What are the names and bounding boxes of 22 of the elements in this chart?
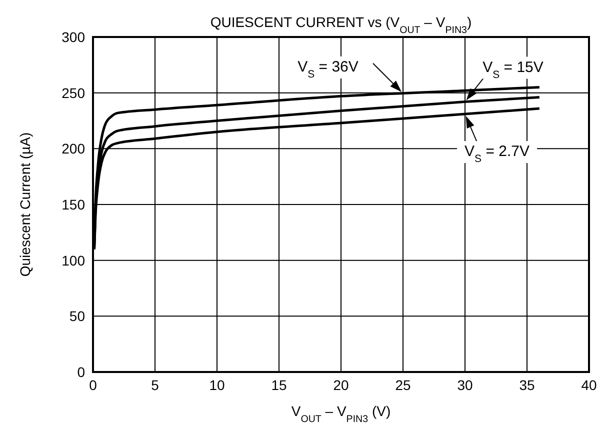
x-tick-label: 5 (151, 376, 160, 393)
x-tick-label: 10 (209, 376, 225, 393)
chart-title: QUIESCENT CURRENT vs (V$_{OUT}$ – V$_{PIN3}$) (210, 14, 472, 36)
series-label: V$_{S}$ = 15V (482, 58, 544, 81)
y-tick-label: 100 (62, 252, 86, 268)
legend-label: V$_{S}$ = 36V (298, 58, 358, 80)
y-tick-label: 50 (69, 308, 86, 324)
y-tick-label: 150 (62, 196, 86, 212)
series-label: V$_{S}$ = 2.7V (464, 143, 530, 166)
y-tick-label: 250 (62, 84, 86, 101)
x-axis-title: V$_{OUT}$ – V$_{PIN3}$ (V) (291, 403, 391, 424)
x-tick-label: 40 (581, 376, 597, 393)
x-tick-label: 25 (395, 376, 411, 393)
y-tick-label: 300 (62, 28, 86, 45)
x-tick-label: 15 (271, 376, 287, 393)
x-tick-label: 20 (333, 376, 349, 393)
y-tick-label: 0 (77, 364, 86, 380)
x-tick-label: 35 (519, 376, 535, 393)
x-tick-label: 30 (457, 376, 473, 393)
y-tick-label: 200 (62, 140, 86, 157)
x-tick-label: 0 (89, 376, 98, 393)
y-axis-title: Quiescent Current (µA) (17, 132, 33, 277)
